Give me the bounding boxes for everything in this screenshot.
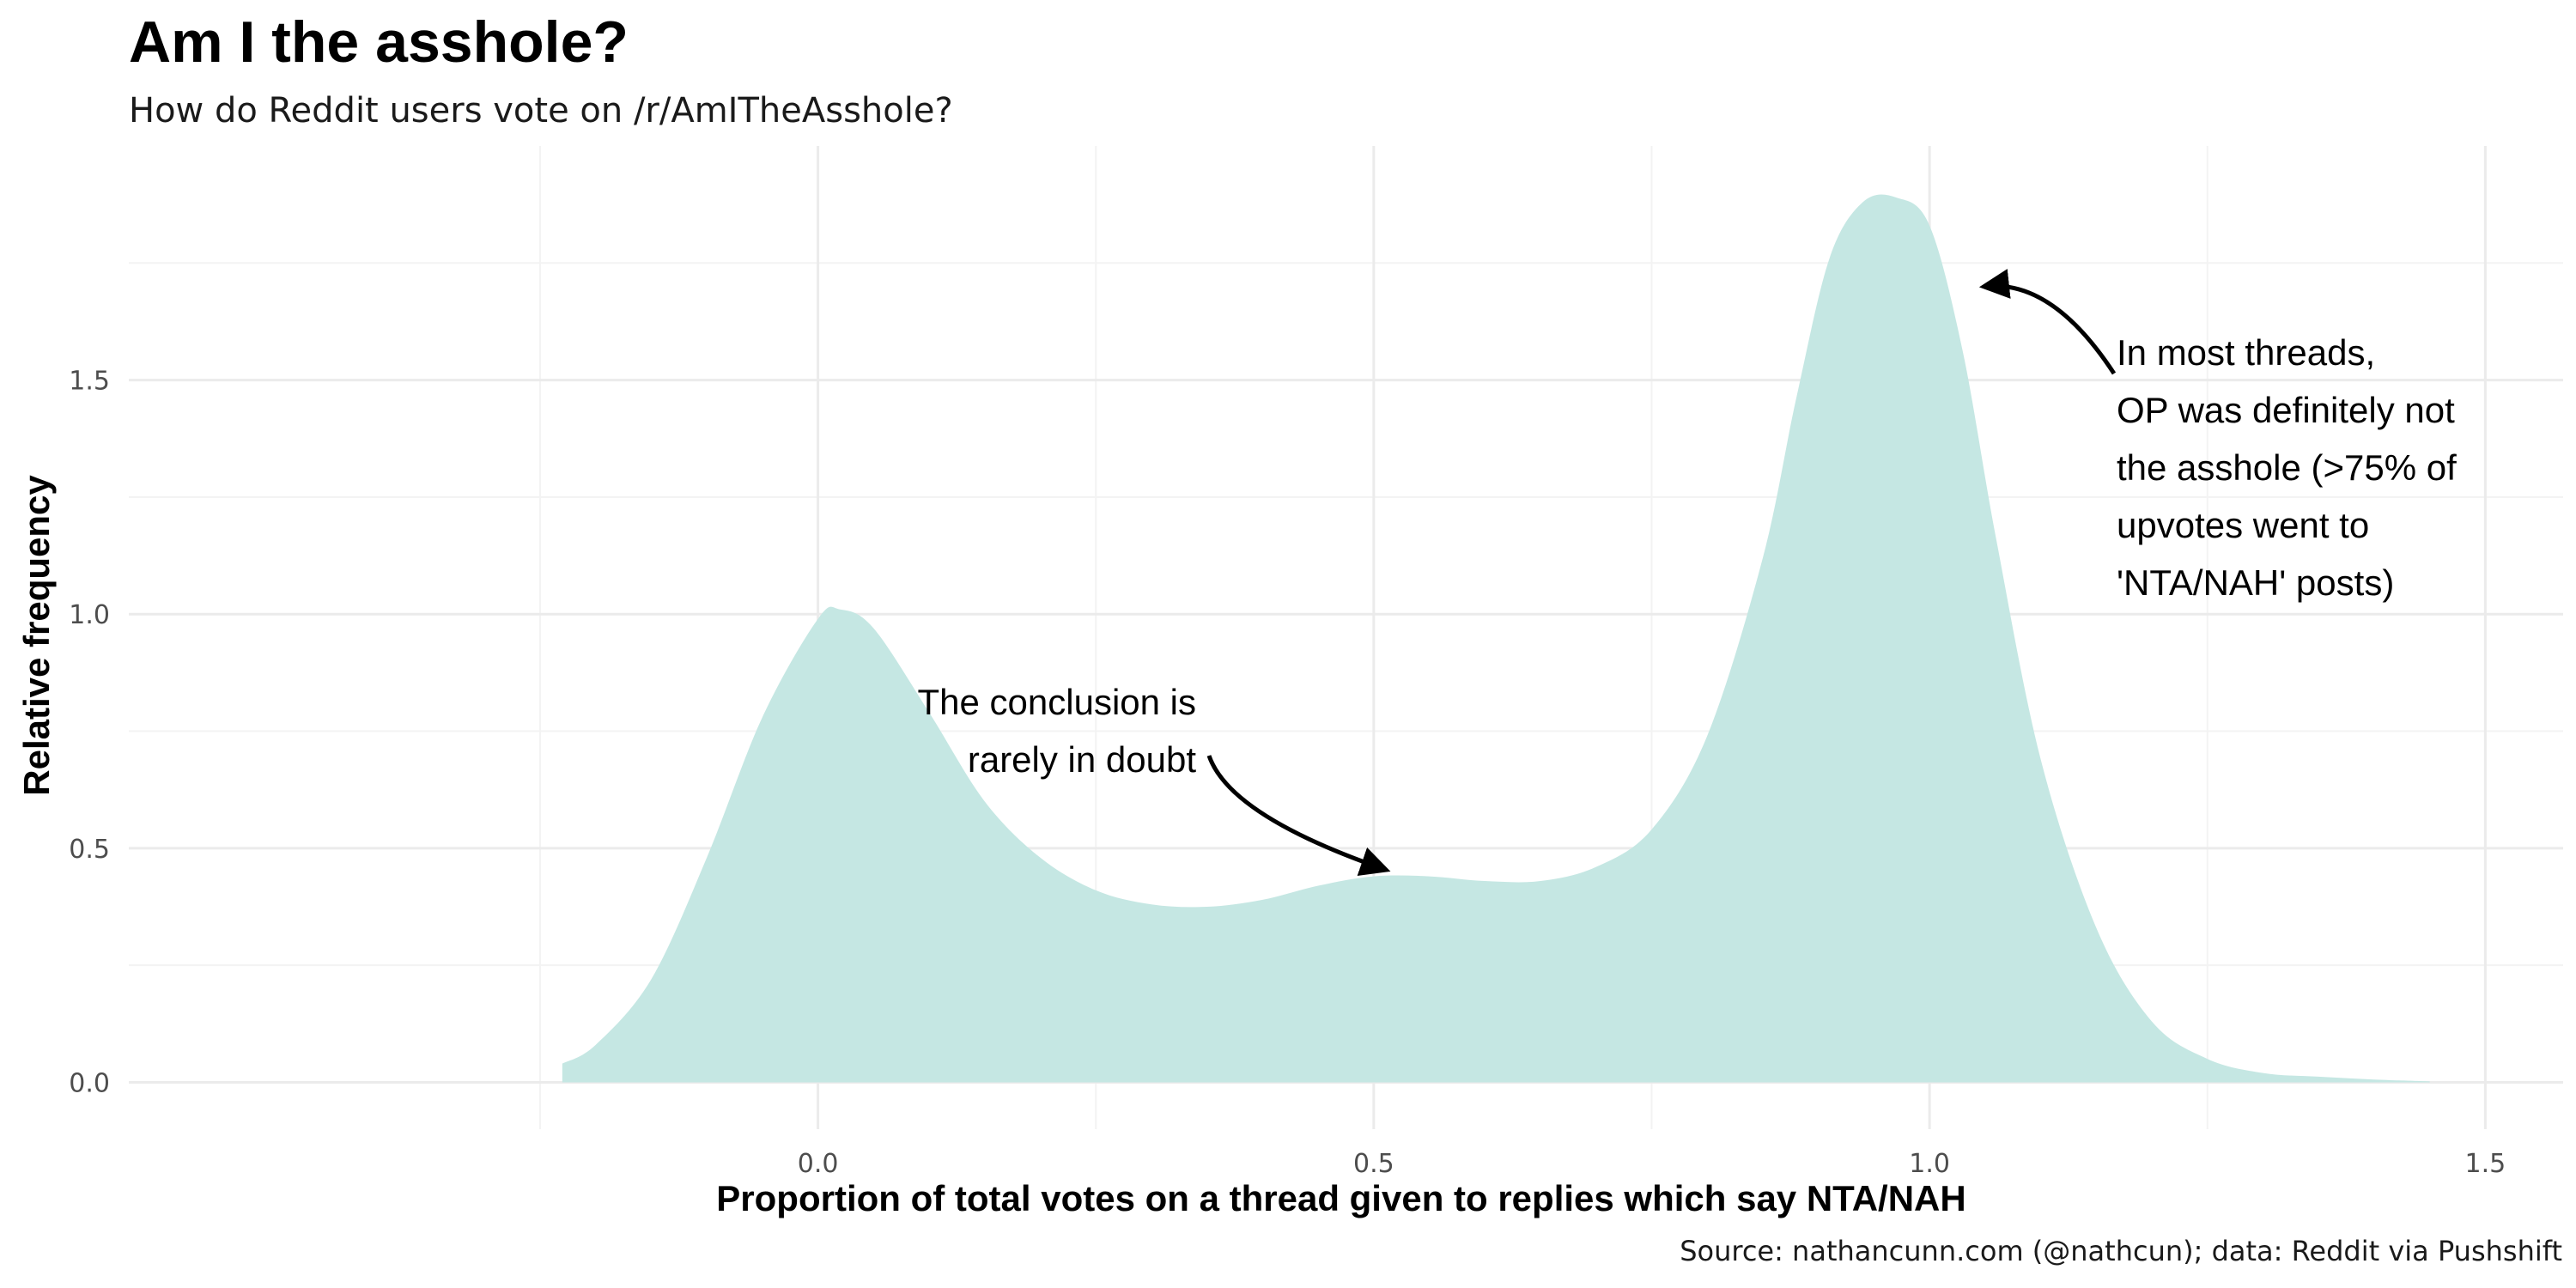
annotation-conclusion: The conclusion is rarely in doubt	[918, 682, 1197, 780]
y-tick-label: 1.5	[69, 367, 110, 397]
density-area	[562, 194, 2430, 1083]
x-axis-title: Proportion of total votes on a thread gi…	[716, 1178, 1965, 1218]
x-tick-label: 0.0	[798, 1149, 839, 1179]
annotation-not-asshole: In most threads, OP was definitely not the…	[2117, 332, 2457, 603]
annotation-arrow	[1978, 269, 2117, 375]
annotation-line: In most threads,	[2117, 332, 2375, 373]
annotation-line: The conclusion is	[918, 682, 1197, 722]
source-caption: Source: nathancunn.com (@nathcun); data:…	[1680, 1235, 2562, 1267]
annotation-line: rarely in doubt	[968, 739, 1196, 780]
density-area-layer	[562, 194, 2430, 1083]
annotation-line: upvotes went to	[2117, 505, 2369, 545]
y-axis-title: Relative frequency	[16, 475, 57, 796]
annotation-line: 'NTA/NAH' posts)	[2117, 562, 2394, 603]
y-tick-label: 1.0	[69, 600, 110, 630]
annotation-line: the asshole (>75% of	[2117, 447, 2457, 488]
chart-subtitle: How do Reddit users vote on /r/AmITheAss…	[129, 91, 953, 131]
annotation-line: OP was definitely not	[2117, 390, 2455, 430]
annotations: In most threads, OP was definitely not the…	[918, 269, 2457, 876]
y-axis-ticks: 0.0 0.5 1.0 1.5	[69, 367, 110, 1099]
x-tick-label: 1.5	[2465, 1149, 2506, 1179]
chart-title: Am I the asshole?	[129, 9, 629, 75]
y-tick-label: 0.0	[69, 1068, 110, 1098]
x-tick-label: 1.0	[1909, 1149, 1950, 1179]
y-tick-label: 0.5	[69, 835, 110, 865]
x-tick-label: 0.5	[1353, 1149, 1394, 1179]
annotation-arrow	[1206, 755, 1391, 876]
x-axis-ticks: 0.0 0.5 1.0 1.5	[798, 1149, 2506, 1179]
